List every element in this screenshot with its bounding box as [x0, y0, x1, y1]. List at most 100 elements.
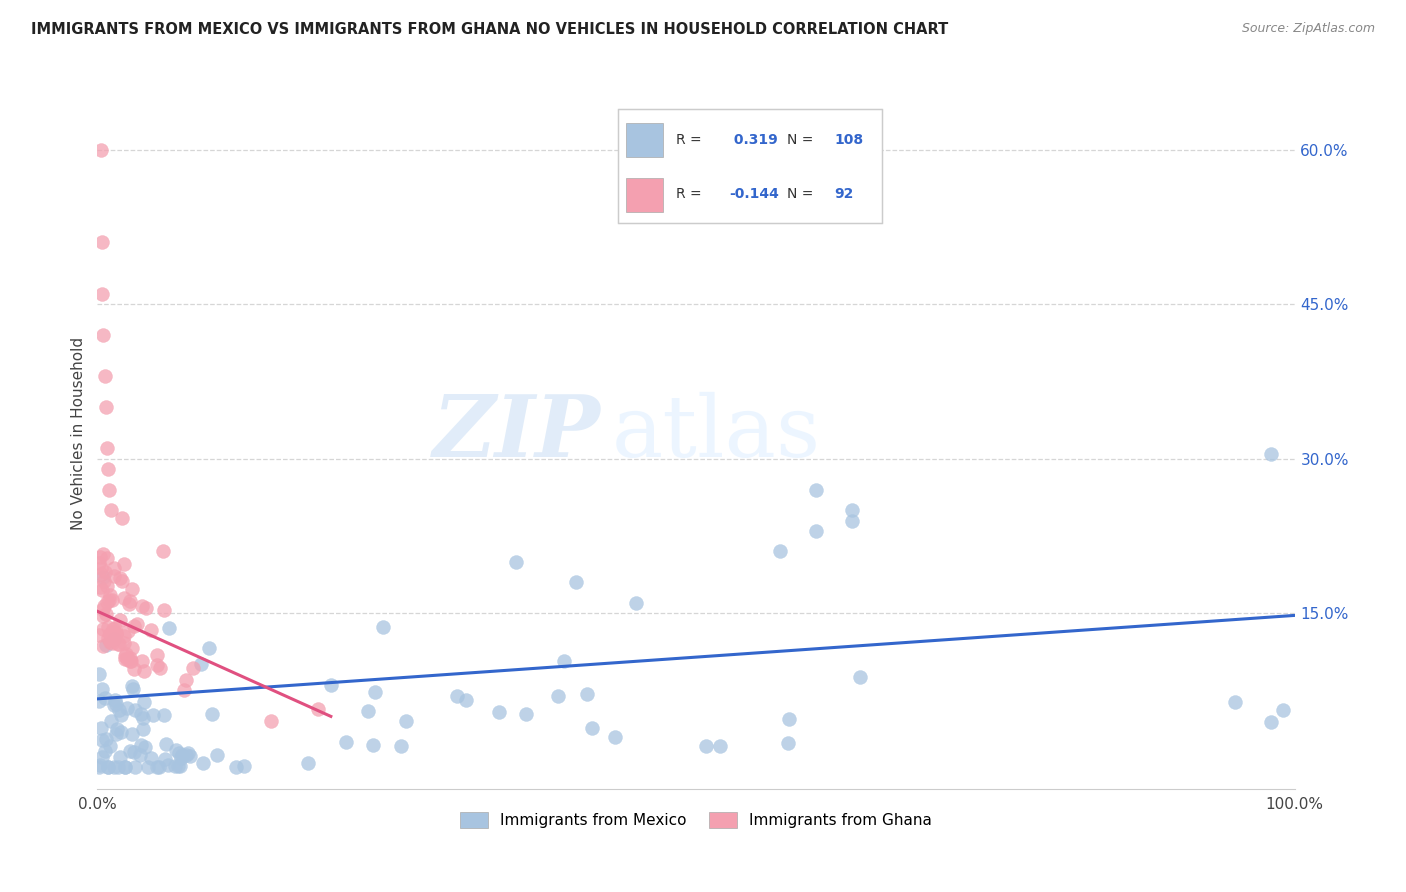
Point: [152, 544, 174, 558]
Point: [297, 756, 319, 771]
Point: [94, 744, 117, 758]
Point: [91, 570, 114, 584]
Point: [104, 625, 127, 640]
Point: [389, 739, 412, 753]
Point: [96, 639, 118, 653]
Point: [129, 748, 152, 763]
Point: [94, 732, 117, 747]
Point: [114, 652, 136, 666]
Point: [225, 759, 247, 773]
Point: [515, 706, 537, 721]
Y-axis label: No Vehicles in Household: No Vehicles in Household: [72, 336, 86, 530]
Point: [624, 596, 647, 610]
Point: [139, 750, 162, 764]
Point: [804, 524, 827, 538]
Point: [91, 235, 114, 250]
Point: [101, 636, 124, 650]
Point: [169, 746, 191, 760]
Point: [1260, 447, 1282, 461]
Point: [153, 752, 176, 766]
Point: [146, 760, 169, 774]
Point: [93, 369, 115, 384]
Point: [90, 682, 112, 697]
Point: [131, 739, 153, 753]
Point: [101, 624, 124, 639]
Point: [233, 759, 256, 773]
Point: [446, 689, 468, 703]
Point: [103, 632, 125, 646]
Point: [841, 514, 863, 528]
Point: [96, 595, 118, 609]
Point: [107, 760, 129, 774]
Point: [152, 708, 174, 723]
Point: [108, 750, 131, 764]
Point: [131, 599, 153, 613]
Point: [91, 582, 114, 597]
Point: [149, 661, 172, 675]
Point: [121, 654, 143, 668]
Point: [112, 591, 135, 605]
Point: [91, 622, 114, 636]
Point: [91, 547, 114, 561]
Point: [107, 703, 129, 717]
Point: [100, 714, 122, 728]
Point: [201, 707, 224, 722]
Point: [96, 607, 118, 621]
Point: [603, 730, 626, 744]
Point: [122, 745, 145, 759]
Point: [89, 694, 111, 708]
Point: [98, 627, 121, 641]
Point: [98, 634, 121, 648]
Point: [134, 739, 156, 754]
Point: [179, 748, 201, 763]
Point: [769, 544, 792, 558]
Point: [108, 638, 131, 652]
Point: [115, 701, 138, 715]
Point: [565, 575, 588, 590]
Point: [107, 637, 129, 651]
Point: [87, 666, 110, 681]
Point: [174, 747, 197, 762]
Point: [91, 328, 114, 343]
Point: [778, 712, 800, 726]
Point: [93, 691, 115, 706]
Point: [97, 760, 120, 774]
Legend: Immigrants from Mexico, Immigrants from Ghana: Immigrants from Mexico, Immigrants from …: [454, 806, 938, 834]
Point: [104, 631, 127, 645]
Point: [96, 551, 118, 566]
Point: [97, 620, 120, 634]
Point: [132, 664, 155, 678]
Point: [108, 571, 131, 585]
Point: [89, 549, 111, 564]
Point: [193, 756, 215, 771]
Point: [547, 690, 569, 704]
Point: [364, 685, 387, 699]
Point: [198, 640, 221, 655]
Point: [121, 679, 143, 693]
Point: [170, 750, 193, 764]
Point: [114, 760, 136, 774]
Point: [205, 747, 228, 762]
Point: [112, 636, 135, 650]
Point: [181, 661, 204, 675]
Point: [105, 697, 128, 711]
Point: [307, 701, 329, 715]
Point: [488, 705, 510, 719]
Point: [121, 582, 143, 597]
Point: [118, 594, 141, 608]
Point: [120, 744, 142, 758]
Point: [335, 735, 357, 749]
Point: [165, 743, 187, 757]
Point: [98, 483, 121, 497]
Point: [91, 749, 114, 764]
Point: [108, 613, 131, 627]
Point: [97, 632, 120, 646]
Point: [575, 687, 598, 701]
Point: [505, 555, 527, 569]
Point: [849, 670, 872, 684]
Point: [103, 560, 125, 574]
Point: [111, 574, 134, 588]
Point: [91, 639, 114, 653]
Point: [114, 649, 136, 664]
Point: [90, 561, 112, 575]
